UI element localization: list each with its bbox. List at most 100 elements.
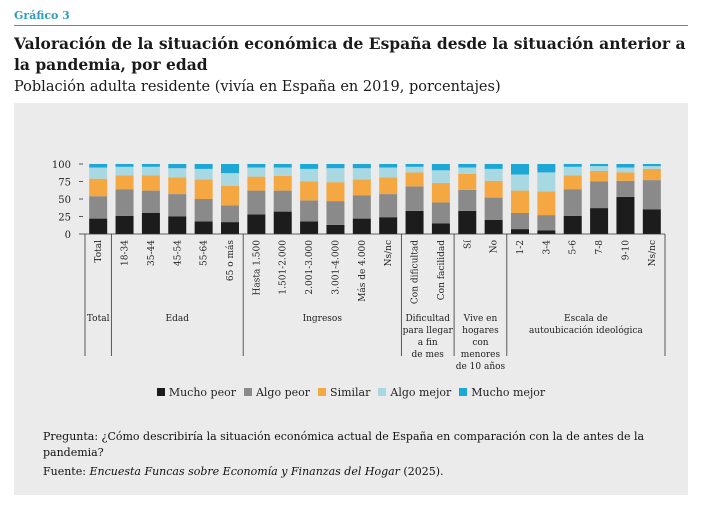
category-label: 3-4 <box>542 240 552 255</box>
source-prefix: Fuente: <box>43 465 90 478</box>
bar-segment-mucho-mejor <box>300 164 319 169</box>
bar-segment-mucho-peor <box>273 211 292 234</box>
bar-segment-similar <box>352 179 371 196</box>
bar-segment-mucho-peor <box>352 218 371 234</box>
bar-segment-algo-mejor <box>590 166 609 171</box>
legend-item: Mucho mejor <box>459 386 545 399</box>
bar-segment-algo-mejor <box>141 166 160 176</box>
legend-swatch <box>318 388 327 396</box>
bar-segment-mucho-peor <box>616 196 635 234</box>
legend-swatch <box>459 388 468 396</box>
bar-segment-algo-mejor <box>458 167 477 174</box>
source-suffix: (2025). <box>399 465 444 478</box>
legend-swatch <box>378 388 387 396</box>
chart-title: Valoración de la situación económica de … <box>14 34 686 74</box>
bar-segment-mucho-peor <box>484 220 503 234</box>
bar-segment-algo-mejor <box>300 168 319 182</box>
source-title: Encuesta Funcas sobre Economía y Finanza… <box>89 465 400 478</box>
bar-segment-mucho-peor <box>642 209 661 234</box>
bar-segment-mucho-peor <box>458 210 477 234</box>
group-label: Vive en hogares con menores de 10 años <box>456 314 506 372</box>
bar-segment-mucho-mejor <box>89 164 108 168</box>
bar-segment-algo-peor <box>168 194 187 217</box>
bar-segment-similar <box>405 172 424 187</box>
bar-segment-mucho-peor <box>537 230 556 234</box>
category-label: Hasta 1.500 <box>252 240 262 296</box>
legend-item: Similar <box>318 386 370 399</box>
bar-segment-algo-peor <box>537 215 556 231</box>
bar-segment-mucho-peor <box>194 221 213 234</box>
bar-segment-algo-mejor <box>537 172 556 192</box>
bar-segment-similar <box>141 175 160 191</box>
category-label: Ns/nc <box>648 240 658 266</box>
figure-label: Gráfico 3 <box>14 9 70 22</box>
bar-segment-mucho-peor <box>300 221 319 234</box>
bar-segment-mucho-peor <box>89 218 108 234</box>
category-label: Con dificultad <box>411 240 421 304</box>
bar-segment-mucho-mejor <box>352 164 371 169</box>
legend-label: Mucho mejor <box>471 386 546 399</box>
bar-segment-mucho-peor <box>247 214 266 234</box>
bar-segment-mucho-mejor <box>273 164 292 168</box>
bar-segment-mucho-mejor <box>484 164 503 169</box>
bar-segment-algo-mejor <box>405 166 424 173</box>
bar-segment-mucho-mejor <box>431 164 450 171</box>
bar-segment-mucho-mejor <box>194 164 213 169</box>
bar-segment-similar <box>194 179 213 199</box>
bar-segment-algo-mejor <box>642 166 661 169</box>
category-label: 7-8 <box>595 240 605 255</box>
bar-segment-algo-peor <box>115 189 134 216</box>
bar-segment-algo-peor <box>300 200 319 222</box>
survey-question: Pregunta: ¿Cómo describiría la situación… <box>43 430 645 459</box>
bar-segment-algo-peor <box>484 197 503 220</box>
legend-label: Algo peor <box>255 386 311 399</box>
category-label: 45-54 <box>173 240 183 266</box>
bar-segment-mucho-peor <box>379 217 398 234</box>
y-tick-label: 75 <box>58 178 71 189</box>
y-tick-label: 100 <box>52 160 71 171</box>
bar-segment-mucho-peor <box>431 223 450 234</box>
bar-segment-algo-peor <box>221 205 239 223</box>
category-label: 9-10 <box>621 240 631 260</box>
bar-segment-algo-mejor <box>431 170 450 183</box>
category-label: 65 o más <box>225 240 236 281</box>
bar-segment-algo-peor <box>458 189 477 211</box>
bar-segment-similar <box>431 182 450 203</box>
bar-segment-algo-mejor <box>616 167 635 173</box>
source-note: Fuente: Encuesta Funcas sobre Economía y… <box>43 465 663 478</box>
bar-segment-algo-peor <box>352 195 371 219</box>
bar-segment-algo-peor <box>89 196 108 219</box>
bar-segment-similar <box>89 178 108 197</box>
bar-segment-algo-mejor <box>352 168 371 180</box>
bar-segment-mucho-mejor <box>247 164 266 168</box>
bar-segment-algo-mejor <box>194 168 213 180</box>
legend-swatch <box>156 388 165 396</box>
stacked-bar-chart: 0 25 50 75 100 Total 18-34 35-44 45-54 55-64 65 o … <box>52 160 666 372</box>
bar-segment-algo-peor <box>326 201 345 225</box>
bar-segment-mucho-peor <box>511 229 529 234</box>
y-tick-label: 25 <box>58 213 71 224</box>
bar-segment-similar <box>300 181 319 201</box>
bar-segment-mucho-peor <box>405 210 424 234</box>
bar-segment-algo-mejor <box>326 168 345 183</box>
category-label: Más de 4.000 <box>357 240 368 302</box>
bar-segment-algo-peor <box>431 202 450 224</box>
bar-segment-mucho-peor <box>221 222 239 234</box>
bar-segment-similar <box>326 182 345 202</box>
bar-segment-mucho-peor <box>563 215 582 234</box>
bar-segment-algo-mejor <box>379 167 398 178</box>
legend-label: Algo mejor <box>390 386 452 399</box>
bar-segment-mucho-peor <box>115 215 134 234</box>
bar-segment-algo-mejor <box>89 167 108 179</box>
bar-segment-algo-peor <box>141 190 160 213</box>
category-label: No <box>490 240 500 253</box>
bar-segment-similar <box>458 173 477 190</box>
bar-segment-mucho-mejor <box>115 164 134 167</box>
category-label: 1-2 <box>516 240 526 255</box>
bar-segment-mucho-mejor <box>537 164 556 173</box>
bar-segment-mucho-peor <box>590 208 609 234</box>
bar-segment-algo-peor <box>379 194 398 218</box>
category-label: 2.001-3.000 <box>305 240 315 295</box>
header-rule <box>14 25 688 26</box>
bar-segment-algo-peor <box>194 199 213 222</box>
